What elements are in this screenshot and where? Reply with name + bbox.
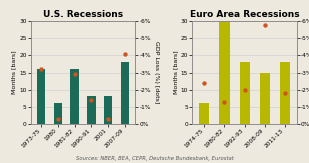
Y-axis label: Months [bars]: Months [bars] — [11, 51, 16, 94]
Y-axis label: Months [bars]: Months [bars] — [173, 51, 178, 94]
Point — [222, 100, 227, 103]
Bar — [260, 73, 269, 124]
Bar — [53, 103, 62, 124]
Bar — [104, 96, 112, 124]
Bar — [70, 69, 79, 124]
Point — [39, 68, 44, 70]
Bar — [239, 62, 250, 124]
Bar — [87, 96, 95, 124]
Point — [123, 52, 128, 55]
Point — [202, 82, 207, 84]
Bar — [219, 21, 230, 124]
Bar — [280, 62, 290, 124]
Bar — [37, 69, 45, 124]
Bar — [121, 62, 129, 124]
Point — [89, 99, 94, 101]
Title: Euro Area Recessions: Euro Area Recessions — [190, 10, 299, 19]
Text: Sources: NBER, BEA, CEPR, Deutsche Bundesbank, Eurostat: Sources: NBER, BEA, CEPR, Deutsche Bunde… — [76, 156, 233, 161]
Point — [106, 117, 111, 120]
Title: U.S. Recessions: U.S. Recessions — [43, 10, 123, 19]
Y-axis label: GDP Loss (%) [dots]: GDP Loss (%) [dots] — [154, 41, 159, 104]
Point — [262, 23, 267, 26]
Point — [55, 117, 60, 120]
Bar — [199, 103, 210, 124]
Point — [282, 92, 287, 94]
Point — [242, 88, 247, 91]
Point — [72, 73, 77, 76]
